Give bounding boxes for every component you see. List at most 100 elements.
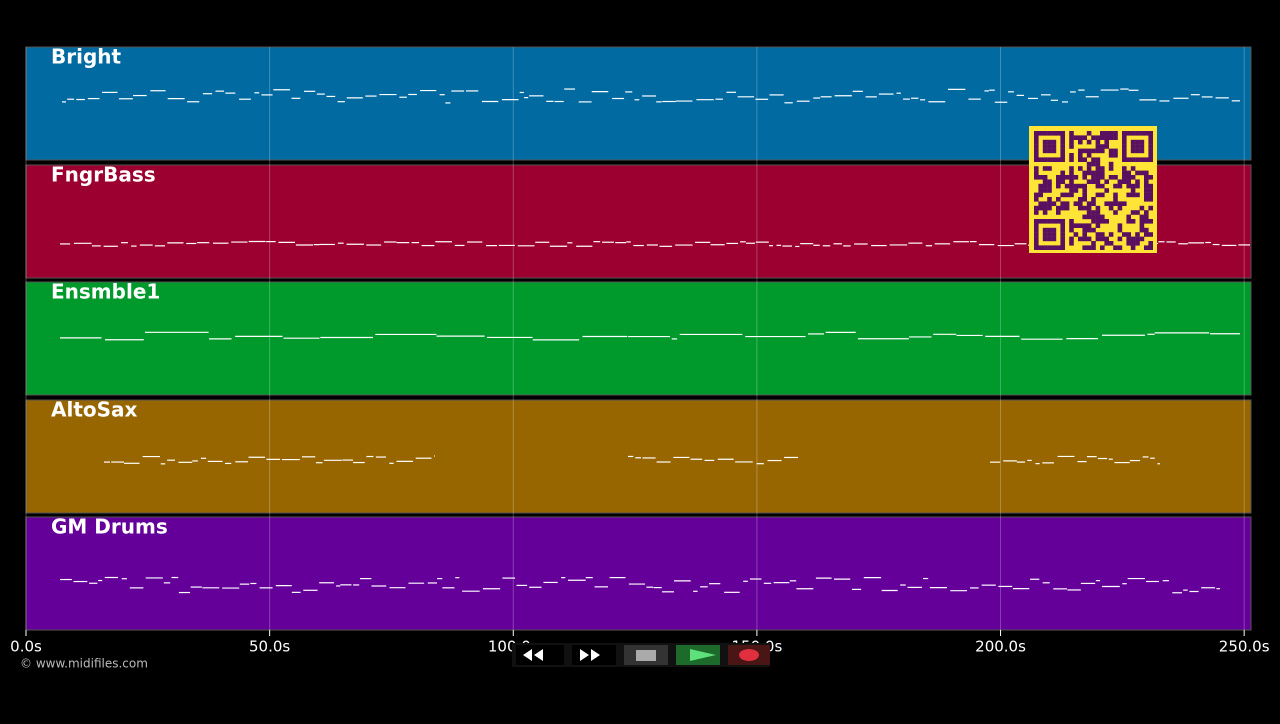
qr-module <box>1034 131 1039 136</box>
qr-module <box>1108 131 1114 136</box>
qr-module <box>1117 227 1123 233</box>
qr-module <box>1122 157 1127 162</box>
qr-module <box>1104 135 1109 140</box>
qr-module <box>1091 161 1096 167</box>
qr-module <box>1069 144 1074 149</box>
qr-module <box>1122 170 1127 176</box>
qr-module <box>1051 139 1057 145</box>
qr-module <box>1100 245 1105 250</box>
qr-module <box>1086 245 1092 250</box>
qr-module <box>1126 236 1131 242</box>
qr-module <box>1060 201 1065 206</box>
qr-module <box>1126 170 1131 176</box>
qr-module <box>1060 241 1065 246</box>
qr-module <box>1104 144 1109 149</box>
qr-module <box>1122 135 1127 140</box>
qr-module <box>1130 139 1136 145</box>
qr-module <box>1078 223 1083 228</box>
qr-module <box>1139 144 1145 149</box>
qr-module <box>1148 183 1153 189</box>
qr-module <box>1108 166 1114 171</box>
rewind-button[interactable] <box>516 645 564 665</box>
qr-module <box>1130 166 1136 171</box>
qr-module <box>1091 170 1096 176</box>
qr-module <box>1042 210 1048 215</box>
qr-module <box>1135 144 1140 149</box>
qr-module <box>1117 183 1123 189</box>
qr-module <box>1148 135 1153 140</box>
qr-module <box>1117 205 1123 211</box>
qr-module <box>1038 175 1043 180</box>
qr-module <box>1095 170 1101 176</box>
qr-module <box>1108 135 1114 140</box>
qr-module <box>1148 232 1153 237</box>
play-button[interactable] <box>676 645 720 665</box>
qr-module <box>1038 188 1043 193</box>
qr-module <box>1126 192 1131 198</box>
qr-module <box>1095 232 1101 237</box>
qr-module <box>1095 205 1101 211</box>
qr-module <box>1135 179 1140 184</box>
qr-module <box>1073 135 1079 140</box>
qr-module <box>1148 139 1153 145</box>
stop-button[interactable] <box>624 645 668 665</box>
qr-module <box>1034 144 1039 149</box>
qr-module <box>1034 175 1039 180</box>
qr-module <box>1135 192 1140 198</box>
qr-module <box>1078 205 1083 211</box>
qr-module <box>1091 227 1096 233</box>
record-button[interactable] <box>728 645 770 665</box>
qr-module <box>1069 175 1074 180</box>
qr-module <box>1122 201 1127 206</box>
qr-module <box>1069 157 1074 162</box>
qr-module <box>1091 245 1096 250</box>
qr-module <box>1139 214 1145 220</box>
qr-module <box>1130 241 1136 246</box>
qr-module <box>1095 166 1101 171</box>
qr-module <box>1126 241 1131 246</box>
grid <box>25 47 1245 630</box>
qr-module <box>1047 205 1052 211</box>
qr-module <box>1038 245 1043 250</box>
qr-module <box>1144 232 1149 237</box>
qr-module <box>1130 131 1136 136</box>
qr-module <box>1047 131 1052 136</box>
qr-module <box>1144 170 1149 176</box>
qr-module <box>1095 219 1101 224</box>
qr-module <box>1034 210 1039 215</box>
qr-module <box>1034 219 1039 224</box>
qr-module <box>1038 201 1043 206</box>
qr-module <box>1144 192 1149 198</box>
qr-module <box>1113 175 1118 180</box>
qr-module <box>1122 144 1127 149</box>
qr-module <box>1091 214 1096 220</box>
qr-module <box>1086 139 1092 145</box>
qr-module <box>1047 232 1052 237</box>
qr-module <box>1082 188 1087 193</box>
qr-module <box>1056 245 1061 250</box>
qr-module <box>1130 157 1136 162</box>
track-name: AltoSax <box>51 398 138 422</box>
qr-module <box>1113 148 1118 154</box>
qr-module <box>1130 175 1136 180</box>
qr-module <box>1069 241 1074 246</box>
qr-module <box>1148 157 1153 162</box>
qr-module <box>1069 223 1074 228</box>
qr-module <box>1082 245 1087 250</box>
qr-module <box>1135 241 1140 246</box>
qr-module <box>1117 201 1123 206</box>
qr-module <box>1100 131 1105 136</box>
qr-module <box>1078 183 1083 189</box>
qr-module <box>1034 192 1039 198</box>
qr-module <box>1139 236 1145 242</box>
qr-module <box>1060 205 1065 211</box>
qr-module <box>1047 197 1052 202</box>
qr-module <box>1113 192 1118 198</box>
qr-module <box>1148 241 1153 246</box>
qr-module <box>1051 148 1057 154</box>
qr-module <box>1139 139 1145 145</box>
qr-module <box>1034 241 1039 246</box>
qr-module <box>1047 183 1052 189</box>
fast-forward-button[interactable] <box>572 645 616 665</box>
qr-module <box>1148 148 1153 154</box>
